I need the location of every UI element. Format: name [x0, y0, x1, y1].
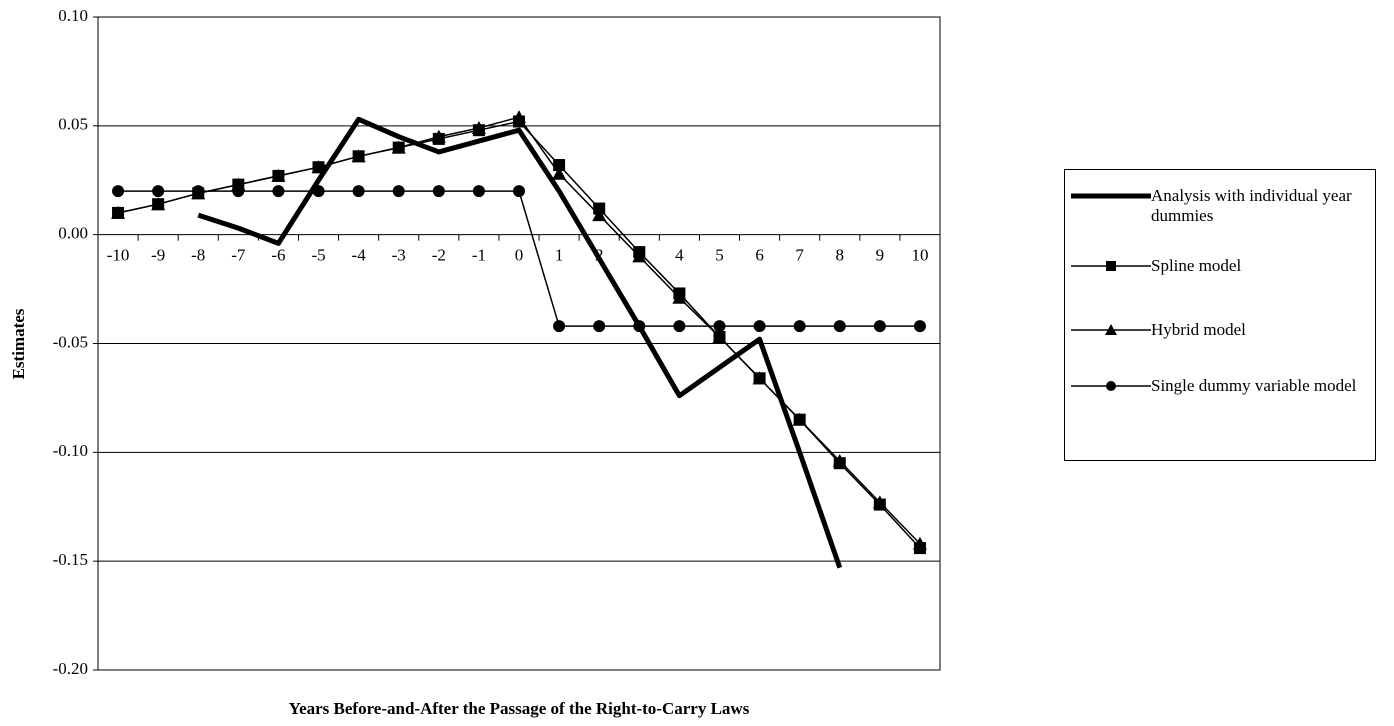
- marker: [272, 185, 285, 198]
- legend-icon: [1071, 261, 1151, 271]
- legend-icon: [1071, 324, 1151, 335]
- marker: [913, 320, 926, 333]
- legend-label: Single dummy variable model: [1151, 376, 1357, 395]
- marker: [392, 185, 405, 198]
- marker: [792, 412, 807, 426]
- x-tick-label: 0: [515, 246, 524, 265]
- marker: [633, 320, 646, 333]
- x-tick-label: -4: [352, 246, 367, 265]
- marker: [271, 168, 286, 182]
- marker: [352, 185, 365, 198]
- x-tick-label: -3: [392, 246, 406, 265]
- y-tick-label: -0.10: [53, 441, 88, 460]
- marker: [753, 320, 766, 333]
- marker: [592, 208, 607, 222]
- marker: [672, 290, 687, 304]
- marker: [552, 166, 567, 180]
- legend-label: Hybrid model: [1151, 320, 1246, 339]
- marker: [632, 249, 647, 263]
- marker: [553, 320, 566, 333]
- legend-icon: [1071, 193, 1151, 199]
- chart: Estimates Years Before-and-After the Pas…: [9, 6, 941, 718]
- x-tick-label: 1: [555, 246, 564, 265]
- marker: [192, 185, 205, 198]
- marker: [513, 185, 525, 198]
- x-axis-title: Years Before-and-After the Passage of th…: [289, 699, 750, 718]
- marker: [833, 320, 846, 333]
- legend-icon: [1071, 381, 1151, 391]
- marker: [593, 320, 606, 333]
- x-tick-label: -9: [151, 246, 165, 265]
- legend: Analysis with individual year dummies Spl…: [1064, 169, 1376, 461]
- y-tick-label: -0.15: [53, 550, 88, 569]
- marker: [1105, 324, 1117, 335]
- marker: [832, 454, 847, 468]
- marker: [712, 329, 727, 343]
- series-line: [197, 116, 843, 569]
- x-tick-label: 10: [911, 246, 928, 265]
- x-tick-label: 6: [755, 246, 764, 265]
- marker: [432, 185, 445, 198]
- marker: [391, 140, 406, 154]
- x-tick-label: -6: [271, 246, 285, 265]
- marker: [351, 149, 366, 163]
- y-tick-label: 0.00: [58, 224, 88, 243]
- marker: [912, 536, 927, 550]
- legend-label: Spline model: [1151, 256, 1242, 275]
- marker: [1106, 261, 1116, 271]
- marker: [471, 121, 486, 135]
- x-tick-label: 4: [675, 246, 684, 265]
- marker: [873, 320, 886, 333]
- y-tick-label: -0.05: [53, 332, 88, 351]
- marker: [232, 185, 245, 198]
- x-tick-label: -7: [231, 246, 246, 265]
- marker: [431, 129, 446, 143]
- marker: [673, 320, 686, 333]
- marker: [311, 160, 326, 174]
- x-tick-label: -2: [432, 246, 446, 265]
- marker: [152, 185, 165, 198]
- y-tick-label: 0.05: [58, 115, 88, 134]
- marker: [553, 159, 566, 172]
- marker: [872, 495, 887, 509]
- y-axis-title: Estimates: [9, 308, 28, 379]
- x-tick-label: 8: [836, 246, 845, 265]
- marker: [112, 185, 125, 198]
- marker: [312, 185, 325, 198]
- marker: [111, 205, 126, 219]
- x-tick-label: -10: [107, 246, 130, 265]
- x-tick-label: 5: [715, 246, 724, 265]
- y-tick-label: -0.20: [53, 659, 88, 678]
- legend-label: Analysis with individual year dummies: [1151, 186, 1352, 225]
- x-tick-label: 9: [876, 246, 885, 265]
- marker: [512, 110, 526, 124]
- x-tick-label: 7: [795, 246, 804, 265]
- marker: [151, 197, 166, 211]
- marker: [793, 320, 806, 333]
- marker: [472, 185, 485, 198]
- x-tick-label: -1: [472, 246, 486, 265]
- marker: [713, 320, 726, 333]
- x-tick-label: -5: [311, 246, 325, 265]
- marker: [1106, 381, 1116, 391]
- x-tick-label: -8: [191, 246, 205, 265]
- marker: [752, 371, 767, 385]
- y-tick-label: 0.10: [58, 6, 88, 25]
